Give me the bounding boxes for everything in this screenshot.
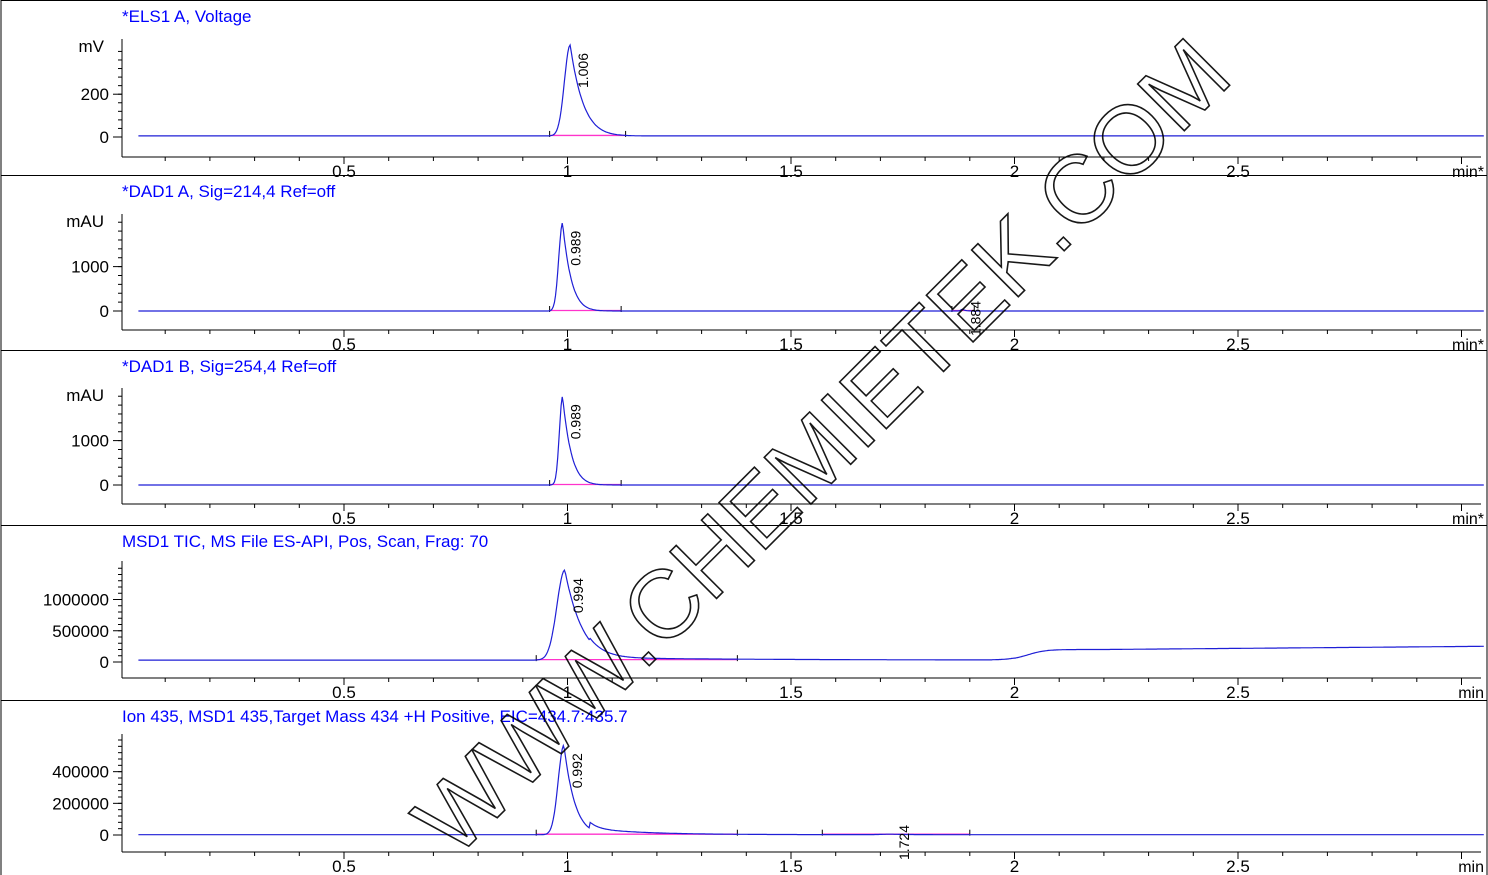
x-tick-label: 2	[1010, 683, 1019, 702]
x-tick-label: 1	[563, 509, 572, 528]
panel-frame	[0, 700, 1488, 875]
chart-title: *DAD1 B, Sig=254,4 Ref=off	[122, 357, 336, 376]
y-tick-label: 1000	[71, 258, 109, 277]
x-axis-label: min*	[1452, 164, 1484, 181]
x-tick-label: 1	[563, 857, 572, 875]
chart-title: MSD1 TIC, MS File ES-API, Pos, Scan, Fra…	[122, 532, 488, 551]
signal-trace	[138, 396, 1484, 486]
x-tick-label: 1.5	[779, 335, 803, 354]
x-axis-label: min	[1458, 859, 1484, 875]
x-tick-label: 2	[1010, 162, 1019, 181]
peak-label: 0.992	[569, 753, 585, 788]
x-tick-label: 0.5	[332, 509, 356, 528]
x-tick-label: 1.5	[779, 162, 803, 181]
panel-frame	[0, 350, 1488, 526]
chart-panel-2: *DAD1 A, Sig=214,4 Ref=off mAU 0 1000 0.5 1 1.…	[0, 175, 1488, 354]
y-tick-label: 400000	[52, 763, 109, 782]
x-axis-label: min	[1458, 685, 1484, 702]
y-tick-label: 0	[100, 476, 109, 495]
x-tick-label: 1.5	[779, 509, 803, 528]
x-axis-label: min*	[1452, 511, 1484, 528]
peak-label: 0.989	[568, 230, 584, 265]
panel-frame	[0, 525, 1488, 701]
y-tick-label: 0	[100, 128, 109, 147]
x-tick-label: 2.5	[1226, 509, 1250, 528]
x-tick-label: 2	[1010, 857, 1019, 875]
peak-label: 1.006	[575, 53, 591, 88]
chart-title: Ion 435, MSD1 435,Target Mass 434 +H Pos…	[122, 707, 628, 726]
chart-panel-3: *DAD1 B, Sig=254,4 Ref=off mAU 0 1000 0.5 1 1.…	[0, 350, 1488, 528]
signal-trace	[138, 568, 1484, 661]
signal-trace	[138, 743, 1484, 836]
x-tick-label: 0.5	[332, 335, 356, 354]
x-tick-label: 2.5	[1226, 335, 1250, 354]
y-tick-label: 200000	[52, 794, 109, 813]
panel-frame	[0, 0, 1488, 176]
y-axis-label: mAU	[66, 212, 104, 231]
y-tick-label: 0	[100, 302, 109, 321]
peak-label: 1.884	[968, 301, 984, 336]
x-tick-label: 0.5	[332, 162, 356, 181]
x-tick-label: 2	[1010, 335, 1019, 354]
x-tick-label: 2.5	[1226, 683, 1250, 702]
x-tick-label: 0.5	[332, 683, 356, 702]
panel-frame	[0, 175, 1488, 351]
chart-panel-1: *ELS1 A, Voltage mV 0 200 0.5 1 1.5 2 2.5 min* 1.0…	[0, 0, 1488, 181]
chart-title: *ELS1 A, Voltage	[122, 7, 252, 26]
y-axis-label: mV	[79, 37, 105, 56]
y-tick-label: 200	[81, 85, 109, 104]
x-tick-label: 2	[1010, 509, 1019, 528]
x-tick-label: 1.5	[779, 857, 803, 875]
x-axis-label: min*	[1452, 337, 1484, 354]
chart-title: *DAD1 A, Sig=214,4 Ref=off	[122, 182, 336, 201]
x-tick-label: 2.5	[1226, 857, 1250, 875]
y-tick-label: 1000000	[43, 591, 109, 610]
y-tick-label: 1000	[71, 432, 109, 451]
x-tick-label: 2.5	[1226, 162, 1250, 181]
x-tick-label: 0.5	[332, 857, 356, 875]
signal-trace	[138, 222, 1484, 312]
x-tick-label: 1.5	[779, 683, 803, 702]
peak-label: 1.724	[896, 825, 912, 860]
y-tick-label: 500000	[52, 622, 109, 641]
chart-panel-4: MSD1 TIC, MS File ES-API, Pos, Scan, Fra…	[0, 525, 1488, 702]
y-tick-label: 0	[100, 653, 109, 672]
peak-label: 0.994	[570, 578, 586, 613]
signal-trace	[138, 43, 1484, 137]
peak-label: 0.989	[568, 404, 584, 439]
y-tick-label: 0	[100, 826, 109, 845]
x-tick-label: 1	[563, 335, 572, 354]
x-tick-label: 1	[563, 162, 572, 181]
y-axis-label: mAU	[66, 386, 104, 405]
chart-panel-5: Ion 435, MSD1 435,Target Mass 434 +H Pos…	[0, 700, 1488, 875]
x-tick-label: 1	[563, 683, 572, 702]
